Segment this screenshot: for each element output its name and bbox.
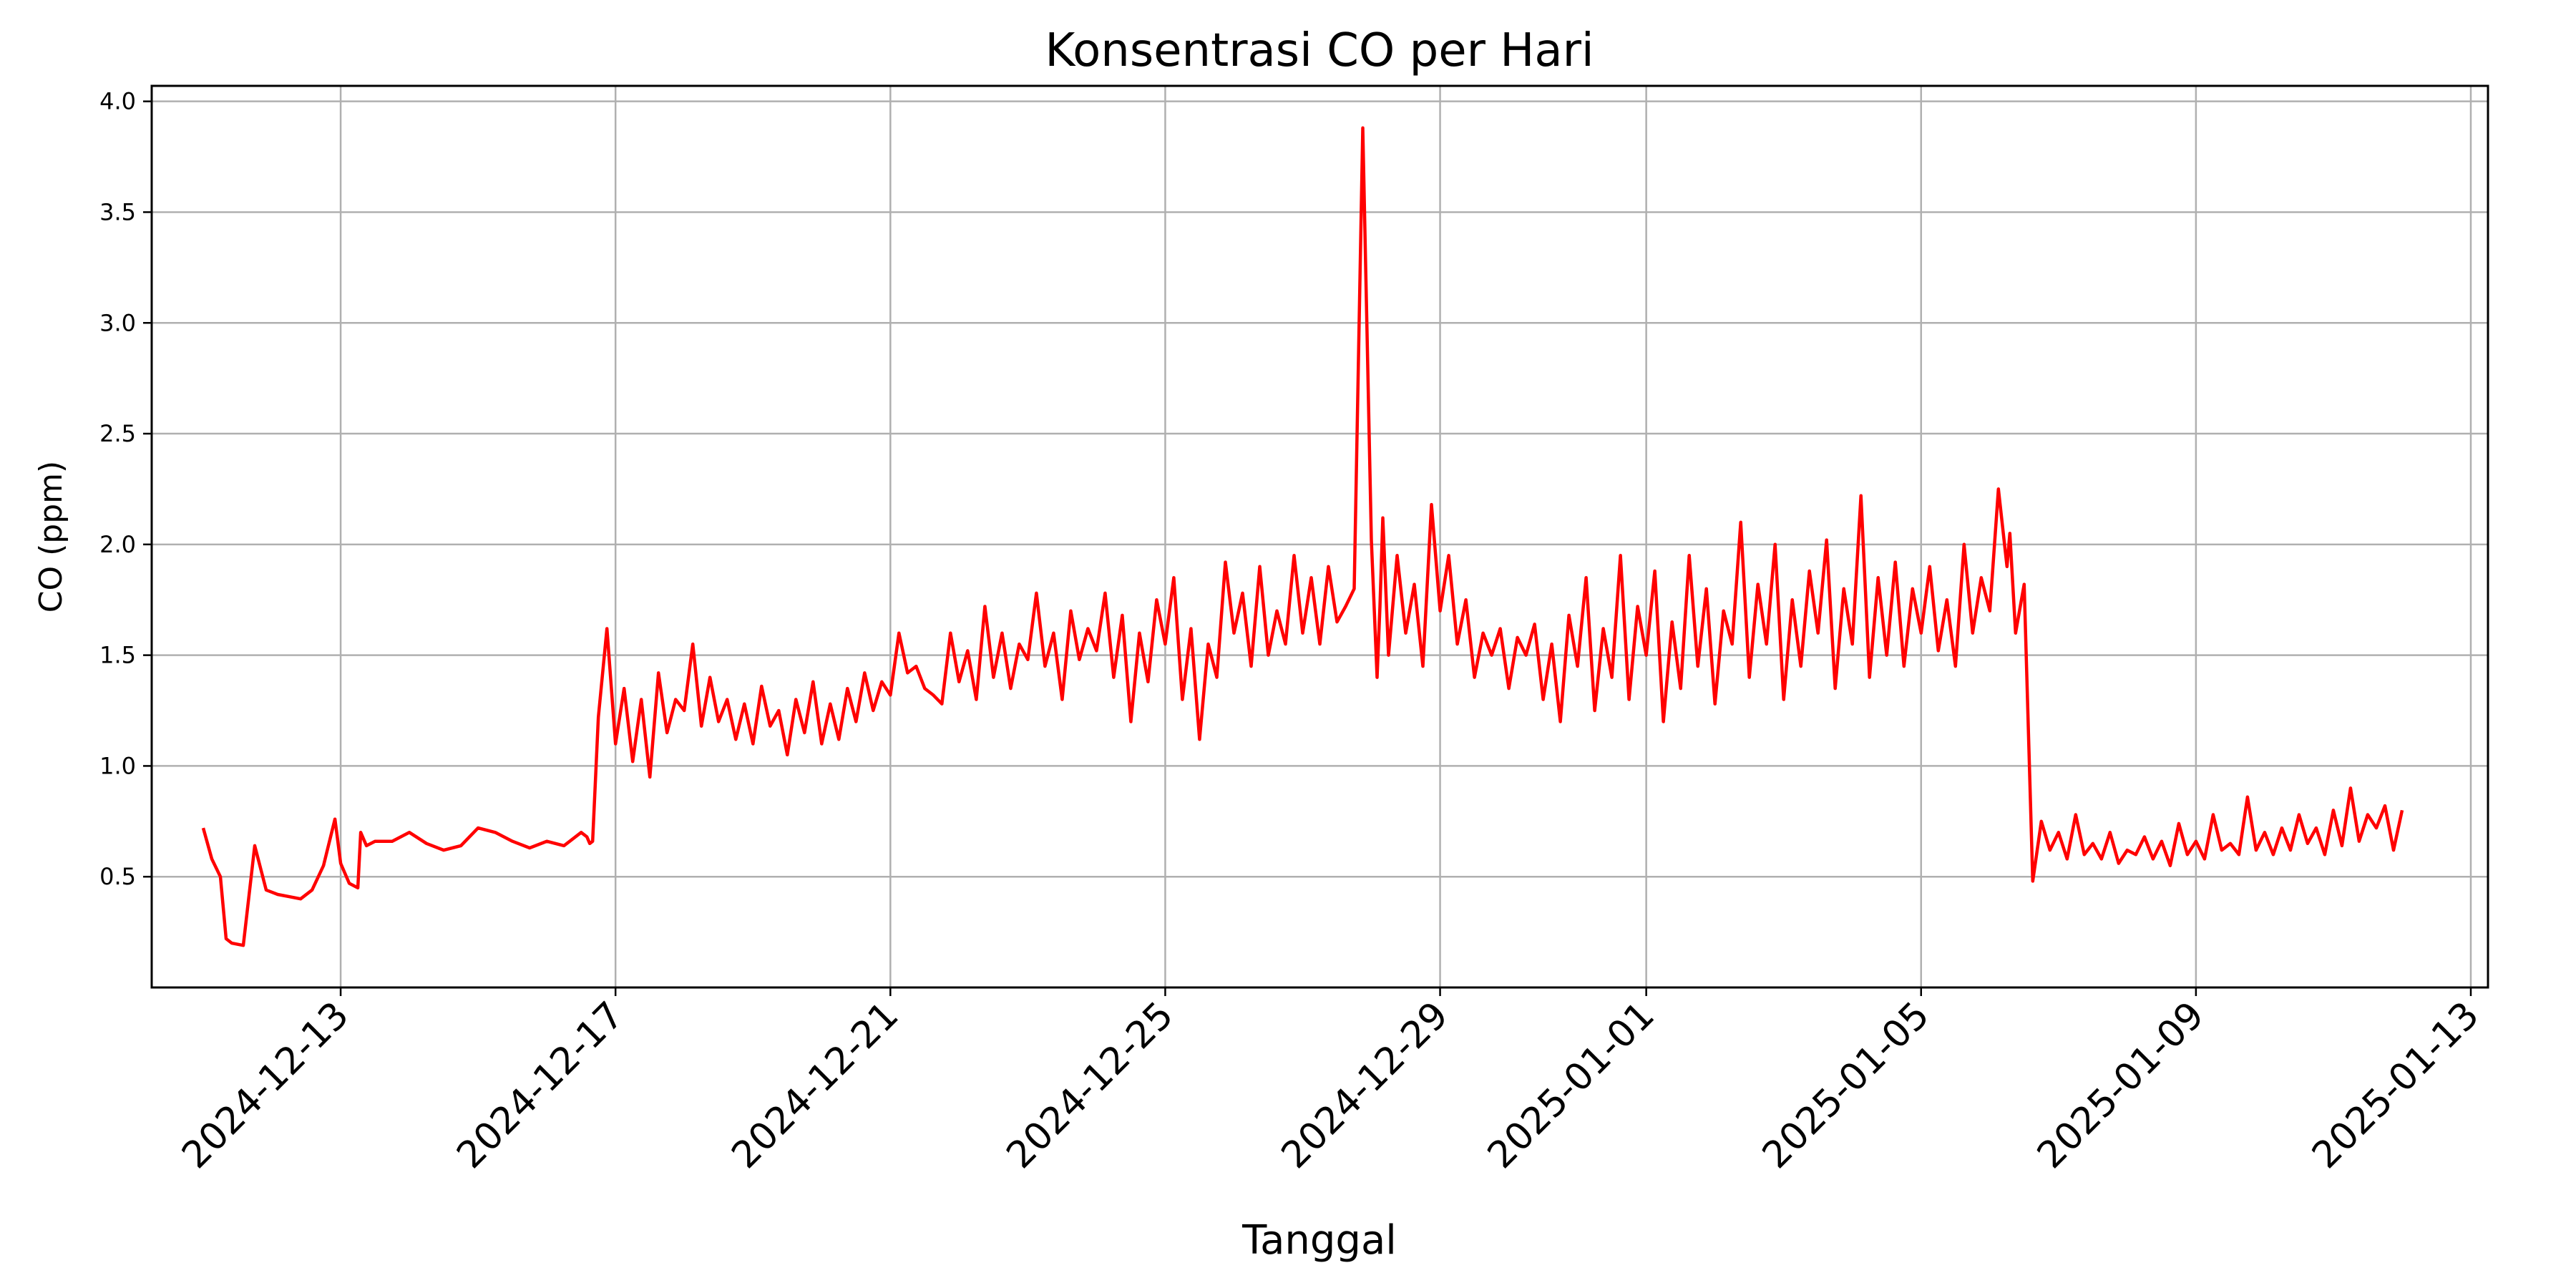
y-tick-label: 2.0: [99, 531, 136, 558]
series-line: [201, 126, 2404, 947]
series-layer: [201, 126, 2404, 947]
y-axis: 0.5 1.0 1.5 2.0 2.5 3.0 3.5 4.0: [99, 88, 152, 890]
y-tick-label: 1.0: [99, 752, 136, 779]
grid: [152, 86, 2488, 987]
y-tick-label: 4.0: [99, 88, 136, 115]
chart-title: Konsentrasi CO per Hari: [1045, 24, 1594, 77]
y-tick-label: 3.0: [99, 309, 136, 336]
y-tick-label: 1.5: [99, 642, 136, 669]
x-axis-label: Tanggal: [1241, 1217, 1397, 1264]
plot-frame: [150, 84, 2489, 989]
y-tick-label: 3.5: [99, 198, 136, 225]
y-tick-label: 2.5: [99, 420, 136, 447]
y-axis-label: CO (ppm): [33, 461, 69, 613]
y-tick-label: 0.5: [99, 863, 136, 890]
